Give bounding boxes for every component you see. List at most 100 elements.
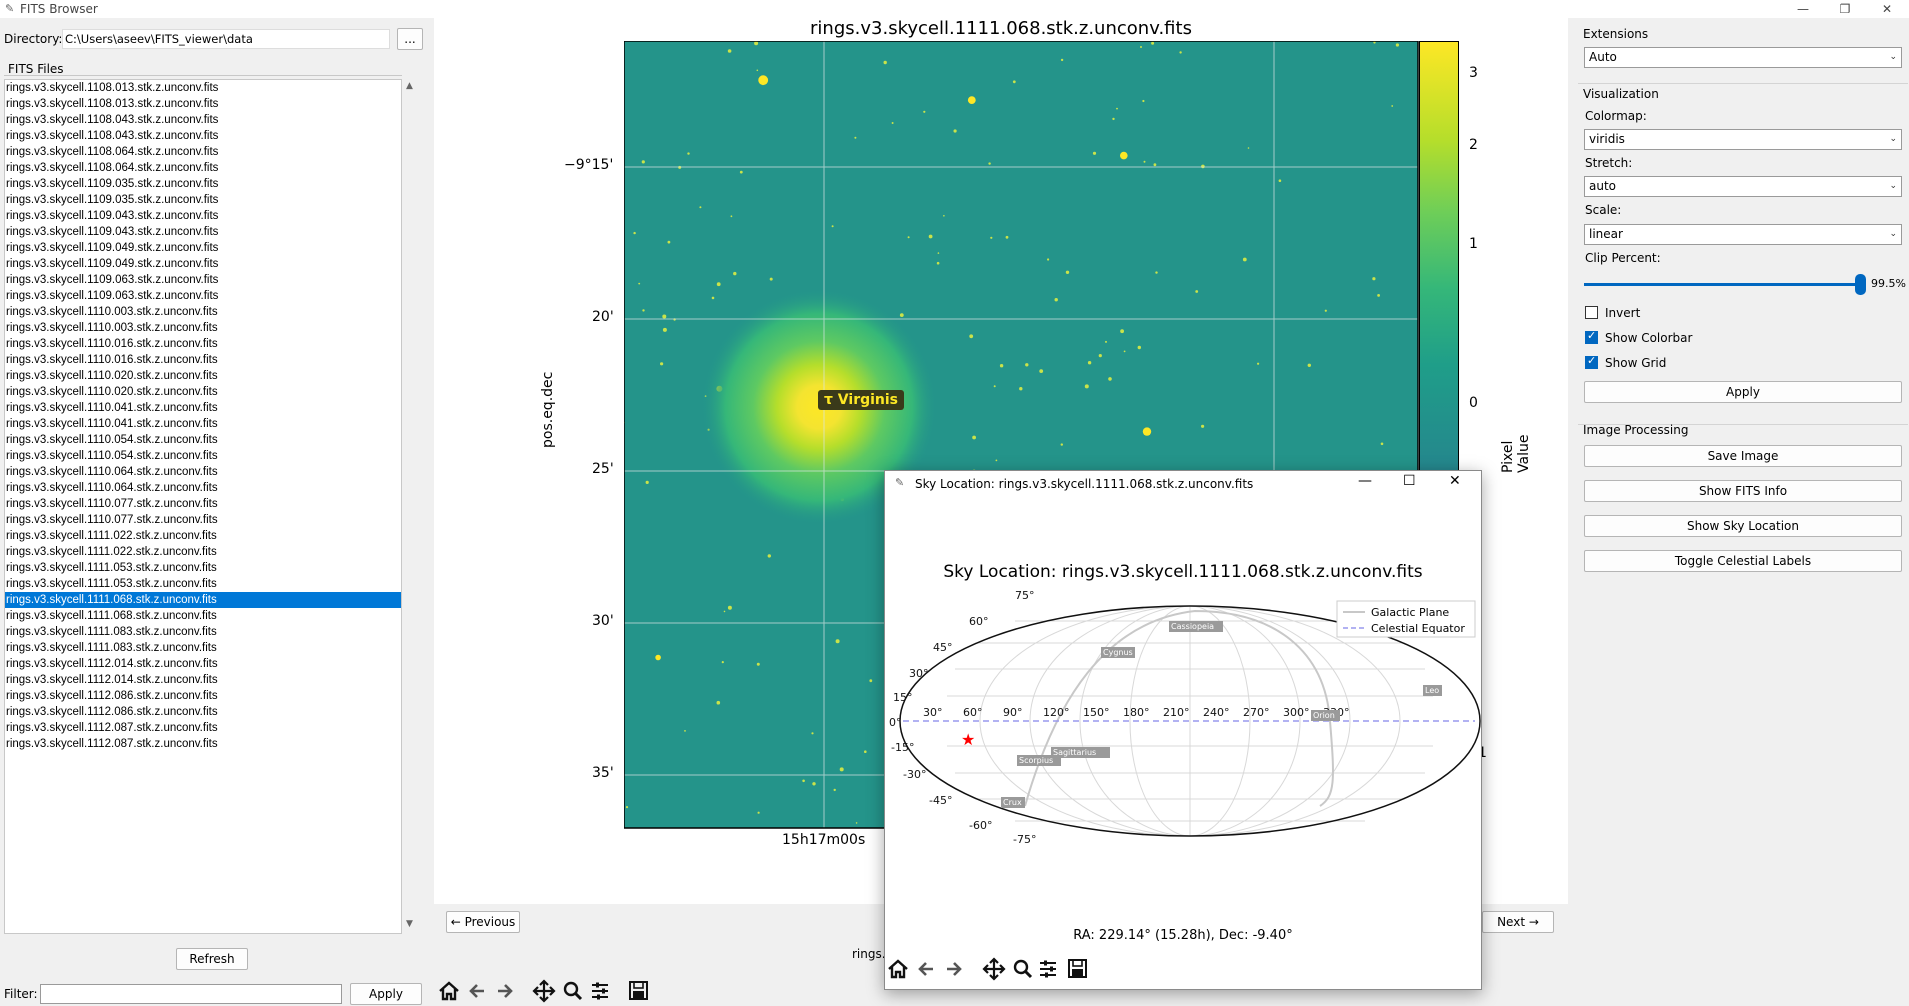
file-list[interactable]: rings.v3.skycell.1108.013.stk.z.unconv.f… — [4, 79, 402, 934]
next-button[interactable]: Next → — [1482, 911, 1554, 933]
extension-select[interactable]: Auto ⌄ — [1584, 47, 1902, 68]
directory-input[interactable]: C:\Users\aseev\FITS_viewer\data — [62, 29, 390, 49]
home-icon[interactable] — [439, 981, 459, 1001]
colormap-select[interactable]: viridis ⌄ — [1584, 129, 1902, 150]
zoom-icon[interactable] — [1013, 959, 1033, 979]
file-list-item[interactable]: rings.v3.skycell.1111.053.stk.z.unconv.f… — [6, 578, 217, 590]
home-icon[interactable] — [888, 959, 908, 979]
configure-icon[interactable] — [592, 982, 608, 1000]
file-list-item[interactable]: rings.v3.skycell.1109.049.stk.z.unconv.f… — [6, 258, 219, 270]
invert-checkbox[interactable] — [1585, 306, 1598, 319]
file-list-item[interactable]: rings.v3.skycell.1112.087.stk.z.unconv.f… — [6, 738, 218, 750]
dec-tick: 35' — [592, 765, 614, 781]
file-list-item[interactable]: rings.v3.skycell.1109.063.stk.z.unconv.f… — [6, 274, 219, 286]
toggle-celestial-labels-button[interactable]: Toggle Celestial Labels — [1584, 550, 1902, 572]
back-arrow-icon[interactable] — [469, 984, 484, 998]
file-list-item[interactable]: rings.v3.skycell.1110.064.stk.z.unconv.f… — [6, 482, 218, 494]
save-icon[interactable] — [1068, 959, 1087, 978]
file-list-item[interactable]: rings.v3.skycell.1111.083.stk.z.unconv.f… — [6, 642, 217, 654]
file-list-item[interactable]: rings.v3.skycell.1110.016.stk.z.unconv.f… — [6, 354, 218, 366]
apply-button[interactable]: Apply — [1584, 381, 1902, 403]
close-icon[interactable]: ✕ — [1881, 2, 1893, 16]
scroll-up-icon[interactable]: ▲ — [406, 81, 413, 91]
file-list-item[interactable]: rings.v3.skycell.1112.086.stk.z.unconv.f… — [6, 706, 218, 718]
show-fits-info-button[interactable]: Show FITS Info — [1584, 480, 1902, 502]
file-list-item[interactable]: rings.v3.skycell.1109.049.stk.z.unconv.f… — [6, 242, 219, 254]
file-list-item[interactable]: rings.v3.skycell.1110.003.stk.z.unconv.f… — [6, 306, 218, 318]
file-list-item[interactable]: rings.v3.skycell.1110.041.stk.z.unconv.f… — [6, 418, 218, 430]
file-list-item[interactable]: rings.v3.skycell.1112.087.stk.z.unconv.f… — [6, 722, 218, 734]
file-list-item[interactable]: rings.v3.skycell.1108.013.stk.z.unconv.f… — [6, 98, 219, 110]
file-list-item[interactable]: rings.v3.skycell.1110.041.stk.z.unconv.f… — [6, 402, 218, 414]
colorbar-tick: 2 — [1469, 137, 1478, 153]
file-list-item[interactable]: rings.v3.skycell.1110.077.stk.z.unconv.f… — [6, 498, 218, 510]
sky-location-window[interactable]: ✎ Sky Location: rings.v3.skycell.1111.06… — [884, 470, 1482, 990]
file-list-item[interactable]: rings.v3.skycell.1109.035.stk.z.unconv.f… — [6, 194, 219, 206]
clip-slider-track[interactable] — [1584, 274, 1866, 295]
file-list-item[interactable]: rings.v3.skycell.1108.013.stk.z.unconv.f… — [6, 82, 219, 94]
files-separator — [4, 75, 402, 76]
zoom-icon[interactable] — [563, 981, 583, 1001]
back-arrow-icon[interactable] — [918, 962, 933, 976]
star-point — [1142, 427, 1152, 436]
star-point — [1137, 345, 1141, 350]
minimize-icon[interactable]: — — [1358, 473, 1372, 489]
file-list-item[interactable]: rings.v3.skycell.1110.016.stk.z.unconv.f… — [6, 338, 218, 350]
file-list-item[interactable]: rings.v3.skycell.1108.064.stk.z.unconv.f… — [6, 146, 219, 158]
file-list-item[interactable]: rings.v3.skycell.1110.020.stk.z.unconv.f… — [6, 386, 218, 398]
maximize-icon[interactable]: ☐ — [1403, 473, 1416, 489]
file-list-item[interactable]: rings.v3.skycell.1110.054.stk.z.unconv.f… — [6, 434, 218, 446]
file-list-item[interactable]: rings.v3.skycell.1109.043.stk.z.unconv.f… — [6, 226, 219, 238]
close-icon[interactable]: ✕ — [1449, 473, 1461, 489]
file-list-item[interactable]: rings.v3.skycell.1112.014.stk.z.unconv.f… — [6, 658, 218, 670]
configure-icon[interactable] — [1040, 960, 1056, 978]
previous-button[interactable]: ← Previous — [446, 911, 520, 933]
clip-slider-thumb[interactable] — [1854, 274, 1866, 295]
maximize-icon[interactable]: ❐ — [1839, 2, 1851, 16]
save-image-button[interactable]: Save Image — [1584, 445, 1902, 467]
file-list-item[interactable]: rings.v3.skycell.1112.014.stk.z.unconv.f… — [6, 674, 218, 686]
forward-arrow-icon[interactable] — [498, 984, 513, 998]
file-list-item[interactable]: rings.v3.skycell.1110.054.stk.z.unconv.f… — [6, 450, 218, 462]
file-list-item[interactable]: rings.v3.skycell.1109.043.stk.z.unconv.f… — [6, 210, 219, 222]
file-list-item[interactable]: rings.v3.skycell.1108.043.stk.z.unconv.f… — [6, 114, 219, 126]
file-list-item[interactable]: rings.v3.skycell.1108.043.stk.z.unconv.f… — [6, 130, 219, 142]
check-icon: ✓ — [1587, 329, 1597, 342]
show-grid-checkbox[interactable]: ✓ — [1585, 354, 1598, 369]
scroll-down-icon[interactable]: ▼ — [406, 919, 413, 929]
pan-icon[interactable] — [532, 979, 556, 1003]
file-list-item[interactable]: rings.v3.skycell.1110.064.stk.z.unconv.f… — [6, 466, 218, 478]
file-list-item[interactable]: rings.v3.skycell.1111.068.stk.z.unconv.f… — [6, 610, 217, 622]
file-list-item[interactable]: rings.v3.skycell.1112.086.stk.z.unconv.f… — [6, 690, 218, 702]
save-icon[interactable] — [629, 981, 648, 1000]
file-list-item[interactable]: rings.v3.skycell.1111.083.stk.z.unconv.f… — [6, 626, 217, 638]
refresh-button[interactable]: Refresh — [176, 948, 248, 970]
file-list-item[interactable]: rings.v3.skycell.1109.035.stk.z.unconv.f… — [6, 178, 219, 190]
minimize-icon[interactable]: — — [1797, 2, 1809, 16]
star-point — [716, 282, 721, 287]
target-location-star-icon: ★ — [961, 730, 975, 749]
pan-icon[interactable] — [982, 957, 1006, 981]
filter-apply-button[interactable]: Apply — [350, 983, 422, 1005]
file-list-item[interactable]: rings.v3.skycell.1111.022.stk.z.unconv.f… — [6, 530, 217, 542]
file-list-item[interactable]: rings.v3.skycell.1110.020.stk.z.unconv.f… — [6, 370, 218, 382]
star-point — [633, 231, 636, 235]
file-list-item[interactable]: rings.v3.skycell.1111.068.stk.z.unconv.f… — [5, 592, 401, 608]
star-point — [1120, 329, 1124, 334]
browse-button[interactable]: ... — [397, 28, 423, 50]
sky-map[interactable]: 30°60°90°120°150°180°210°240°270°300°330… — [885, 581, 1481, 921]
filter-input[interactable] — [40, 984, 342, 1004]
file-list-scrollbar[interactable]: ▲ ▼ — [402, 79, 419, 934]
show-sky-location-button[interactable]: Show Sky Location — [1584, 515, 1902, 537]
star-point — [1098, 354, 1102, 358]
file-list-item[interactable]: rings.v3.skycell.1110.077.stk.z.unconv.f… — [6, 514, 218, 526]
file-list-item[interactable]: rings.v3.skycell.1111.053.stk.z.unconv.f… — [6, 562, 217, 574]
file-list-item[interactable]: rings.v3.skycell.1110.003.stk.z.unconv.f… — [6, 322, 218, 334]
file-list-item[interactable]: rings.v3.skycell.1111.022.stk.z.unconv.f… — [6, 546, 217, 558]
forward-arrow-icon[interactable] — [947, 962, 962, 976]
show-colorbar-checkbox[interactable]: ✓ — [1585, 329, 1598, 344]
scale-select[interactable]: linear ⌄ — [1584, 224, 1902, 245]
file-list-item[interactable]: rings.v3.skycell.1109.063.stk.z.unconv.f… — [6, 290, 219, 302]
file-list-item[interactable]: rings.v3.skycell.1108.064.stk.z.unconv.f… — [6, 162, 219, 174]
stretch-select[interactable]: auto ⌄ — [1584, 176, 1902, 197]
